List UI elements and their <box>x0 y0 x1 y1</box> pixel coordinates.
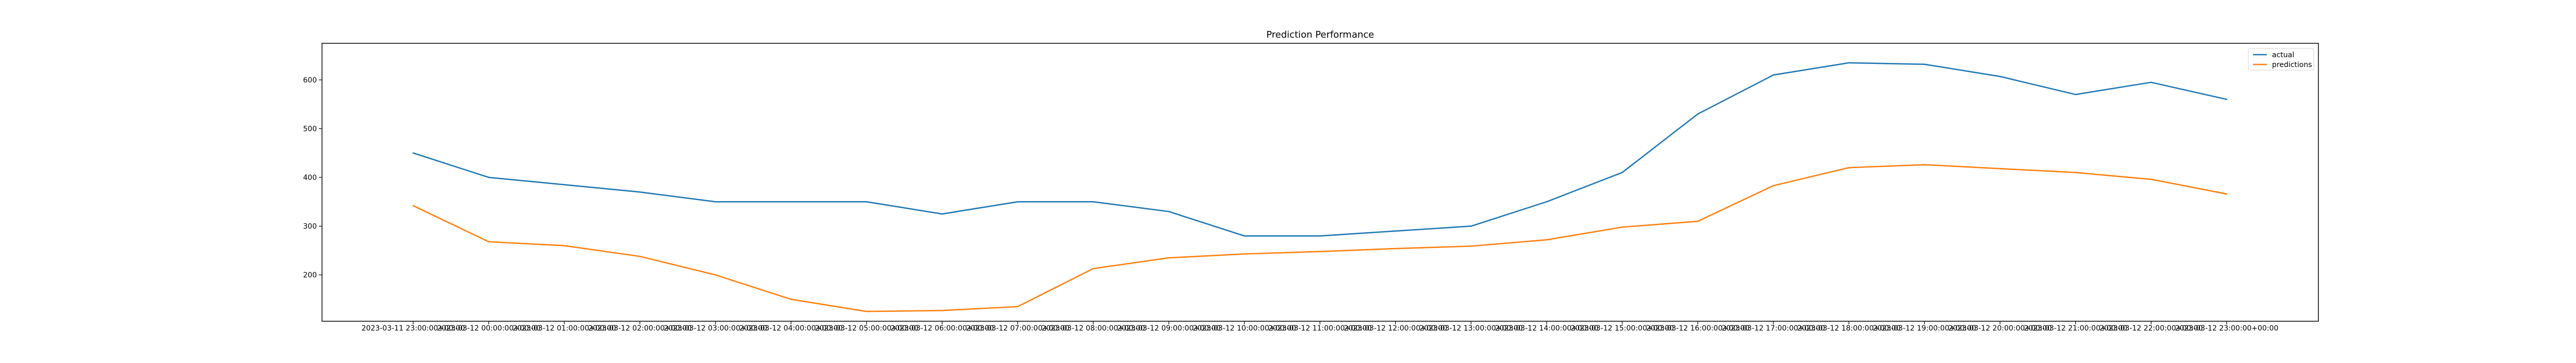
predictions-line-segment <box>716 275 791 299</box>
predictions-line-segment <box>1169 254 1245 258</box>
actual-line-segment <box>1849 63 1925 64</box>
predictions-line-segment <box>413 206 489 242</box>
actual-line-segment <box>1471 202 1547 226</box>
predictions-line-segment <box>867 310 942 311</box>
actual-line-segment <box>1169 211 1245 236</box>
predictions-line-segment <box>942 307 1018 311</box>
actual-line-segment <box>1396 226 1471 231</box>
y-axis: 200 300 400 500 600 <box>303 76 322 279</box>
actual-line-segment <box>1698 75 1773 114</box>
actual-line-segment <box>867 202 942 214</box>
chart-title: Prediction Performance <box>1266 29 1374 40</box>
predictions-line-segment <box>1396 246 1471 249</box>
predictions-line-segment <box>2151 179 2227 194</box>
predictions-line-segment <box>640 256 716 275</box>
y-tick-label: 300 <box>303 223 317 231</box>
predictions-line-segment <box>564 245 640 256</box>
y-tick-label: 600 <box>303 76 317 85</box>
series-predictions <box>413 164 2227 311</box>
y-tick-label: 500 <box>303 125 317 133</box>
predictions-line-segment <box>489 242 565 246</box>
predictions-line-segment <box>1018 269 1093 307</box>
actual-line-segment <box>942 202 1018 214</box>
actual-line-segment <box>564 185 640 192</box>
predictions-line-segment <box>1244 252 1320 254</box>
legend-label-predictions: predictions <box>2272 61 2312 69</box>
actual-line-segment <box>2000 76 2076 94</box>
actual-line-segment <box>1924 64 2000 77</box>
y-tick-label: 200 <box>303 271 317 279</box>
predictions-line-segment <box>1773 168 1849 186</box>
actual-line-segment <box>1773 63 1849 75</box>
predictions-line-segment <box>1698 186 1773 221</box>
predictions-line-segment <box>1320 249 1396 252</box>
actual-line-segment <box>640 192 716 202</box>
predictions-line-segment <box>1093 258 1169 269</box>
x-tick-label: 2023-03-12 23:00:00+00:00 <box>2175 324 2279 333</box>
predictions-line-segment <box>2000 169 2076 173</box>
predictions-line-segment <box>791 299 867 311</box>
plot-area <box>322 43 2318 321</box>
actual-line-segment <box>489 177 565 185</box>
predictions-line-segment <box>1471 240 1547 246</box>
series-layer <box>413 63 2227 311</box>
actual-line-segment <box>2151 82 2227 100</box>
y-tick-label: 400 <box>303 174 317 182</box>
predictions-line-segment <box>1849 164 1925 168</box>
actual-line-segment <box>2076 82 2151 95</box>
actual-line-segment <box>1622 114 1698 172</box>
series-actual <box>413 63 2227 236</box>
legend: actual predictions <box>2248 48 2314 70</box>
actual-line-segment <box>1093 202 1169 211</box>
predictions-line-segment <box>2076 173 2151 179</box>
actual-line-segment <box>1547 173 1622 202</box>
actual-line-segment <box>413 153 489 177</box>
predictions-line-segment <box>1924 164 2000 169</box>
legend-label-actual: actual <box>2272 51 2294 59</box>
predictions-line-segment <box>1547 227 1622 240</box>
predictions-line-segment <box>1622 221 1698 227</box>
actual-line-segment <box>1320 231 1396 236</box>
